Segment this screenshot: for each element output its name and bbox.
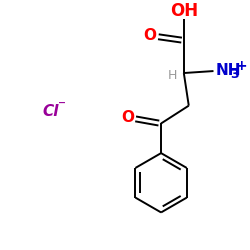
Text: +: + [235, 59, 247, 73]
Text: ⁻: ⁻ [58, 99, 66, 114]
Text: H: H [167, 68, 177, 82]
Text: Cl: Cl [42, 104, 59, 119]
Text: O: O [121, 110, 134, 125]
Text: NH: NH [216, 62, 241, 78]
Text: O: O [144, 28, 157, 43]
Text: OH: OH [170, 2, 198, 20]
Text: 3: 3 [230, 68, 239, 80]
